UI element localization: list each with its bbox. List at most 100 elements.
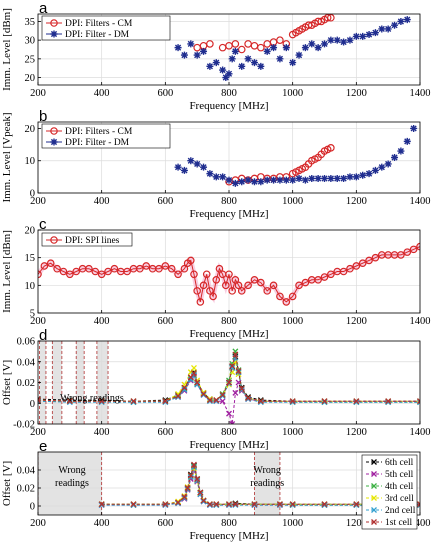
data-point <box>257 278 265 287</box>
x-tick-label: 1400 <box>410 316 431 327</box>
x-tick-label: 1200 <box>346 427 367 438</box>
data-point <box>250 59 258 67</box>
legend: 6th cell 5th cell 4th cell 3rd cell 2nd cell… <box>361 454 418 530</box>
y-tick-label: 0.04 <box>17 357 36 368</box>
data-point <box>314 174 322 182</box>
x-tick-label: 400 <box>94 427 110 438</box>
legend-marker <box>50 127 58 135</box>
y-tick-label: 0.04 <box>17 466 36 477</box>
data-point <box>162 398 169 405</box>
data-point <box>219 393 226 399</box>
data-point <box>346 264 354 273</box>
y-axis-label: Imm. Level [Vpeak] <box>1 112 13 202</box>
data-point <box>174 44 182 52</box>
chart-panel-b: 200 400 600 800 1000 1200 1400 0 10 20 Frequency [… <box>1 108 431 220</box>
series-line <box>101 466 420 505</box>
data-point <box>238 62 246 70</box>
data-point <box>130 399 137 406</box>
data-point <box>237 45 246 54</box>
data-point <box>321 501 328 508</box>
data-point <box>180 166 188 174</box>
legend-marker <box>371 507 377 513</box>
y-tick-label: 20 <box>25 124 36 135</box>
data-point <box>72 267 81 276</box>
data-point <box>263 287 272 295</box>
data-point <box>234 281 243 290</box>
data-point <box>225 176 233 184</box>
data-point <box>321 174 328 182</box>
data-point <box>193 287 201 295</box>
data-point <box>295 281 303 290</box>
data-point <box>202 270 211 279</box>
data-point <box>232 501 239 508</box>
x-tick-label: 200 <box>30 518 46 529</box>
data-point <box>359 32 367 40</box>
data-point <box>417 399 420 406</box>
data-point <box>397 251 405 259</box>
data-point <box>282 44 290 52</box>
data-point <box>257 178 265 186</box>
y-axis-label: Imm. Level [dBm] <box>1 8 13 91</box>
legend-marker <box>371 519 377 525</box>
data-point <box>181 386 188 393</box>
data-point <box>270 44 278 52</box>
data-point <box>175 499 182 506</box>
legend-label: 5th cell <box>385 470 414 480</box>
panel-label: b <box>39 108 47 125</box>
data-point <box>378 163 386 171</box>
data-point <box>289 398 296 405</box>
data-point <box>257 43 265 52</box>
shaded-region <box>38 452 102 515</box>
data-point <box>226 410 232 417</box>
data-point <box>200 389 207 396</box>
data-point <box>353 399 360 406</box>
data-point <box>327 174 335 182</box>
data-point <box>191 372 197 379</box>
x-tick-label: 200 <box>30 316 46 327</box>
x-tick-label: 800 <box>221 427 237 438</box>
data-point <box>98 399 105 406</box>
data-point <box>187 157 195 165</box>
data-point <box>206 398 213 405</box>
data-point <box>213 398 220 405</box>
data-point <box>200 47 208 55</box>
data-point <box>206 40 214 48</box>
chart-panel-c: 200 400 600 800 1000 1200 1400 5 10 15 20 Frequency… <box>1 216 431 340</box>
y-axis-label: Offset [V] <box>1 360 13 405</box>
panel-label: c <box>39 216 47 233</box>
data-point <box>184 485 191 491</box>
data-point <box>222 74 230 82</box>
data-point <box>371 253 380 262</box>
data-point <box>66 398 73 405</box>
y-tick-label: 0.06 <box>17 337 35 348</box>
data-point <box>229 362 236 369</box>
data-point <box>226 501 232 508</box>
legend-label: 3rd cell <box>385 494 414 504</box>
data-point <box>295 51 303 59</box>
legend-label: 6th cell <box>385 458 414 468</box>
data-point <box>200 391 207 398</box>
x-tick-label: 800 <box>221 196 237 207</box>
data-point <box>162 399 169 406</box>
data-point <box>385 399 392 406</box>
data-point <box>200 163 208 171</box>
data-point <box>321 40 328 48</box>
data-point <box>225 270 233 279</box>
data-point <box>276 292 284 301</box>
legend-label: DPI: Filters - CM <box>65 127 133 137</box>
legend-marker <box>50 30 58 38</box>
data-point <box>385 398 392 405</box>
data-point <box>215 264 224 273</box>
data-point <box>123 267 131 276</box>
data-point <box>314 44 322 52</box>
data-point <box>245 395 252 402</box>
data-point <box>213 501 220 508</box>
data-point <box>238 385 245 392</box>
y-tick-label: 25 <box>25 54 36 65</box>
data-point <box>46 259 55 268</box>
x-tick-label: 1200 <box>346 518 367 529</box>
data-point <box>181 494 188 500</box>
x-tick-label: 1200 <box>346 88 367 99</box>
